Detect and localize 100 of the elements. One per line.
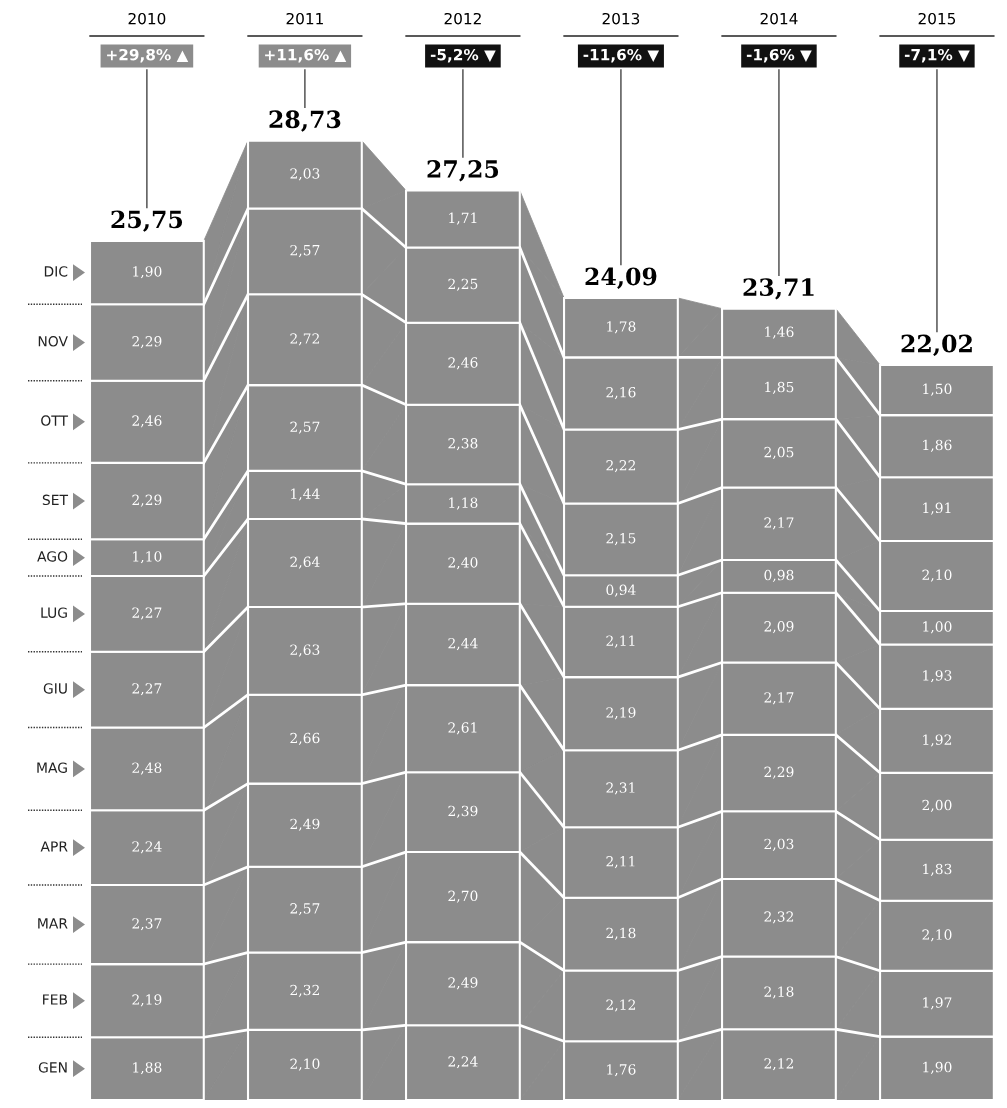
data-label: 0,94: [606, 584, 636, 597]
data-label: 1,85: [765, 381, 794, 394]
series-label: GIU: [43, 683, 67, 694]
data-label: 1,88: [133, 1062, 162, 1075]
data-label: 2,64: [290, 556, 320, 569]
data-label: 2,29: [764, 766, 794, 779]
series-label: GEN: [38, 1062, 67, 1073]
data-label: 2,03: [764, 838, 794, 851]
data-label: 2,09: [764, 621, 794, 634]
data-label: 2,17: [764, 517, 794, 530]
data-label: 2,63: [290, 644, 320, 657]
data-label: 2,27: [132, 683, 162, 696]
data-label: 2,46: [132, 415, 162, 428]
data-label: 2,10: [922, 929, 952, 942]
data-label: 2,40: [448, 557, 478, 570]
data-label: 2,11: [606, 856, 635, 869]
data-label: 2,10: [922, 569, 952, 582]
series-label: OTT: [41, 415, 69, 426]
data-label: 2,32: [290, 984, 319, 997]
x-tick-label: 2010: [128, 12, 166, 25]
data-label: 2,00: [922, 799, 952, 813]
text: +11,6% ▲: [265, 48, 347, 63]
data-label: 1,00: [923, 621, 952, 634]
data-label: 2,29: [132, 494, 162, 507]
data-label: 2,61: [448, 722, 477, 735]
total-label: 24,09: [585, 267, 657, 289]
data-label: 2,32: [764, 911, 794, 924]
data-label: 2,46: [448, 357, 478, 370]
data-label: 1,97: [923, 997, 952, 1010]
data-label: 2,05: [764, 446, 794, 460]
series-label: DIC: [44, 266, 68, 277]
data-label: 2,24: [448, 1056, 478, 1069]
data-label: 2,18: [606, 927, 636, 940]
data-label: 2,39: [448, 805, 478, 818]
text: -5,2% ▼: [430, 48, 496, 63]
series-label: MAG: [37, 762, 67, 773]
data-label: 1,10: [133, 551, 162, 564]
data-label: 1,86: [923, 439, 952, 452]
data-label: 2,57: [290, 903, 320, 916]
series-label: LUG: [41, 607, 67, 618]
x-tick-label: 2015: [918, 12, 956, 25]
text: -1,6% ▼: [746, 48, 812, 63]
series-label: AGO: [37, 551, 68, 562]
data-label: 2,16: [606, 386, 636, 400]
data-label: 2,27: [132, 607, 162, 620]
data-label: 2,29: [132, 336, 162, 349]
data-label: 2,38: [448, 438, 478, 451]
data-label: 1,18: [449, 497, 478, 510]
data-label: 2,57: [290, 244, 320, 258]
data-label: 2,19: [606, 707, 636, 720]
total-label: 22,02: [901, 334, 972, 357]
total-label: 28,73: [269, 110, 341, 132]
data-label: 1,44: [291, 488, 320, 501]
total-label: 23,71: [743, 278, 814, 300]
data-label: 2,49: [448, 977, 478, 990]
total-label: 25,75: [111, 210, 183, 232]
data-label: 1,90: [923, 1061, 952, 1075]
data-label: 0,98: [764, 569, 794, 583]
text: +29,8% ▲: [107, 48, 189, 63]
data-label: 2,24: [132, 841, 162, 854]
series-label: FEB: [43, 994, 68, 1005]
data-label: 2,72: [290, 333, 319, 346]
series-label: NOV: [38, 336, 68, 347]
data-label: 1,78: [607, 321, 636, 334]
data-label: 2,48: [132, 762, 162, 775]
text: -7,1% ▼: [904, 48, 970, 63]
data-label: 1,46: [765, 326, 794, 339]
data-label: 1,93: [923, 670, 952, 683]
series-label: APR: [40, 841, 68, 852]
x-tick-label: 2011: [286, 12, 323, 25]
text: -11,6% ▼: [583, 48, 660, 63]
total-label: 27,25: [427, 160, 499, 182]
series-label: SET: [42, 494, 69, 506]
x-tick-label: 2012: [444, 12, 481, 25]
data-label: 2,12: [606, 999, 636, 1012]
data-label: 1,92: [923, 734, 952, 747]
data-label: 1,83: [923, 863, 952, 876]
series-label: MAR: [38, 918, 68, 929]
data-label: 2,44: [448, 637, 478, 651]
data-label: 2,31: [606, 782, 635, 795]
data-label: 2,57: [290, 421, 320, 434]
data-label: 1,90: [133, 266, 162, 279]
data-label: 2,03: [290, 168, 320, 181]
data-label: 2,22: [606, 460, 636, 473]
data-label: 2,11: [606, 635, 635, 648]
x-tick-label: 2013: [602, 12, 640, 25]
data-label: 2,49: [290, 818, 320, 831]
data-label: 2,17: [764, 692, 794, 705]
data-label: 2,19: [132, 994, 162, 1007]
data-label: 2,15: [606, 532, 636, 546]
x-tick-label: 2014: [760, 12, 798, 25]
data-label: 2,37: [132, 918, 162, 931]
data-label: 2,12: [764, 1058, 794, 1071]
data-label: 1,91: [923, 502, 951, 515]
data-label: 1,76: [607, 1064, 636, 1077]
data-label: 2,25: [448, 278, 478, 291]
data-label: 2,66: [290, 732, 320, 745]
data-label: 2,10: [290, 1058, 320, 1071]
data-label: 1,50: [923, 383, 952, 396]
data-label: 2,70: [448, 890, 478, 903]
